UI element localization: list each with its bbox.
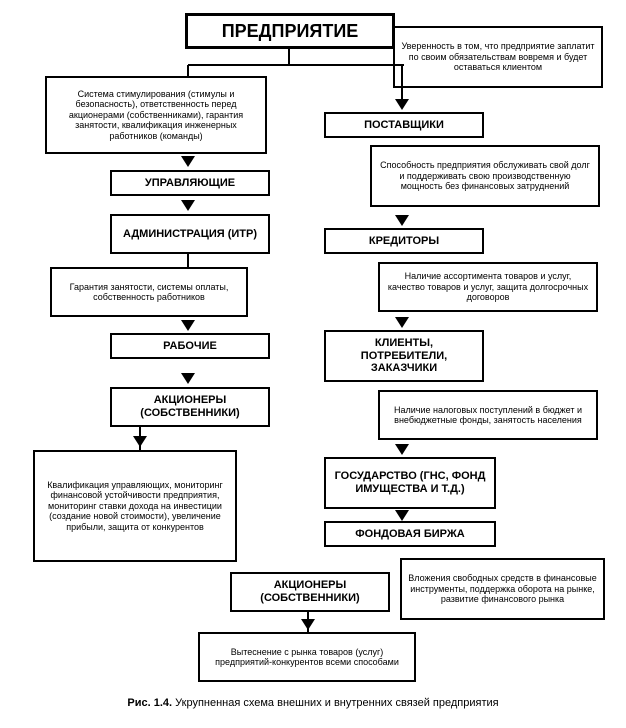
arrow-down-2 (181, 320, 195, 331)
caption-text: Укрупненная схема внешних и внутренних с… (172, 697, 499, 709)
vline-3 (187, 254, 189, 267)
vline-0 (288, 49, 290, 65)
arrow-down-3 (181, 373, 195, 384)
box-root: ПРЕДПРИЯТИЕ (185, 13, 395, 49)
vline-5 (307, 612, 309, 632)
arrow-down-5 (395, 99, 409, 110)
box-b_desc: Вытеснение с рынка товаров (услуг) предп… (198, 632, 416, 682)
box-r_desc2: Способность предприятия обслуживать свой… (370, 145, 600, 207)
box-r_h1: ПОСТАВЩИКИ (324, 112, 484, 138)
box-r_desc1: Уверенность в том, что предприятие запла… (393, 26, 603, 88)
box-l_desc2: Гарантия занятости, системы оплаты, собс… (50, 267, 248, 317)
box-r_h2: КРЕДИТОРЫ (324, 228, 484, 254)
arrow-down-8 (395, 444, 409, 455)
vline-4 (139, 427, 141, 450)
box-r_desc4: Наличие налоговых поступлений в бюджет и… (378, 390, 598, 440)
diagram-stage: ПРЕДПРИЯТИЕ Система стимулирования (стиму… (0, 0, 626, 728)
arrow-down-6 (395, 215, 409, 226)
vline-2 (401, 65, 403, 99)
arrow-down-7 (395, 317, 409, 328)
hline-0 (188, 64, 404, 66)
box-r_desc5: Вложения свободных средств в финансовые … (400, 558, 605, 620)
box-l_h2: АДМИНИСТРАЦИЯ (ИТР) (110, 214, 270, 254)
vline-1 (187, 65, 189, 76)
box-l_h4: АКЦИОНЕРЫ (СОБСТВЕННИКИ) (110, 387, 270, 427)
box-l_h1: УПРАВЛЯЮЩИЕ (110, 170, 270, 196)
box-r_h4: ГОСУДАРСТВО (ГНС, ФОНД ИМУЩЕСТВА И Т.Д.) (324, 457, 496, 509)
box-l_desc3: Квалификация управляющих, мониторинг фин… (33, 450, 237, 562)
box-r_h3: КЛИЕНТЫ, ПОТРЕБИТЕЛИ, ЗАКАЗЧИКИ (324, 330, 484, 382)
box-r_desc3: Наличие ассортимента товаров и услуг, ка… (378, 262, 598, 312)
caption-prefix: Рис. 1.4. (127, 697, 172, 709)
box-l_h3: РАБОЧИЕ (110, 333, 270, 359)
box-r_h5: ФОНДОВАЯ БИРЖА (324, 521, 496, 547)
box-l_desc1: Система стимулирования (стимулы и безопа… (45, 76, 267, 154)
box-b_h: АКЦИОНЕРЫ (СОБСТВЕННИКИ) (230, 572, 390, 612)
arrow-down-9 (395, 510, 409, 521)
arrow-down-0 (181, 156, 195, 167)
figure-caption: Рис. 1.4. Укрупненная схема внешних и вн… (0, 697, 626, 709)
arrow-down-1 (181, 200, 195, 211)
